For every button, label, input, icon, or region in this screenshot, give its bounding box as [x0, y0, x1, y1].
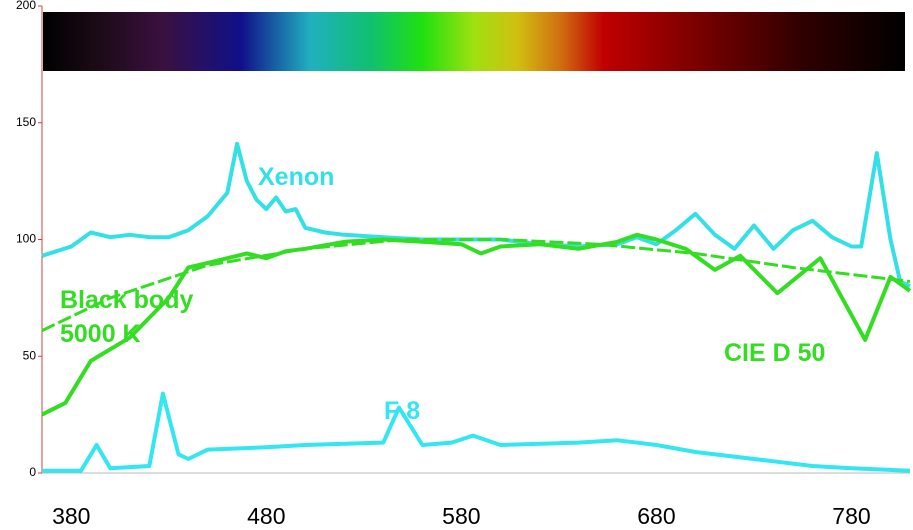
series-label: CIE D 50 [724, 339, 826, 367]
y-tick-label: 50 [23, 348, 37, 362]
x-tick-label: 780 [832, 503, 870, 529]
series-line [41, 238, 911, 332]
series-line [42, 391, 911, 473]
x-tick-label: 480 [247, 503, 285, 529]
series-label: Black body 5000 K [60, 286, 194, 348]
x-tick-label: 580 [442, 503, 480, 529]
y-tick-label: 200 [16, 0, 36, 12]
series-line [41, 232, 912, 417]
series-label: F 8 [384, 397, 421, 425]
y-tick-label: 0 [29, 465, 36, 479]
x-tick-label: 380 [52, 503, 90, 529]
spectrum-bar [43, 12, 905, 71]
x-tick-label: 680 [637, 503, 675, 529]
y-tick-label: 100 [16, 232, 36, 246]
y-tick-label: 150 [16, 115, 36, 129]
series-label: Xenon [258, 163, 335, 191]
series-line [41, 141, 911, 289]
